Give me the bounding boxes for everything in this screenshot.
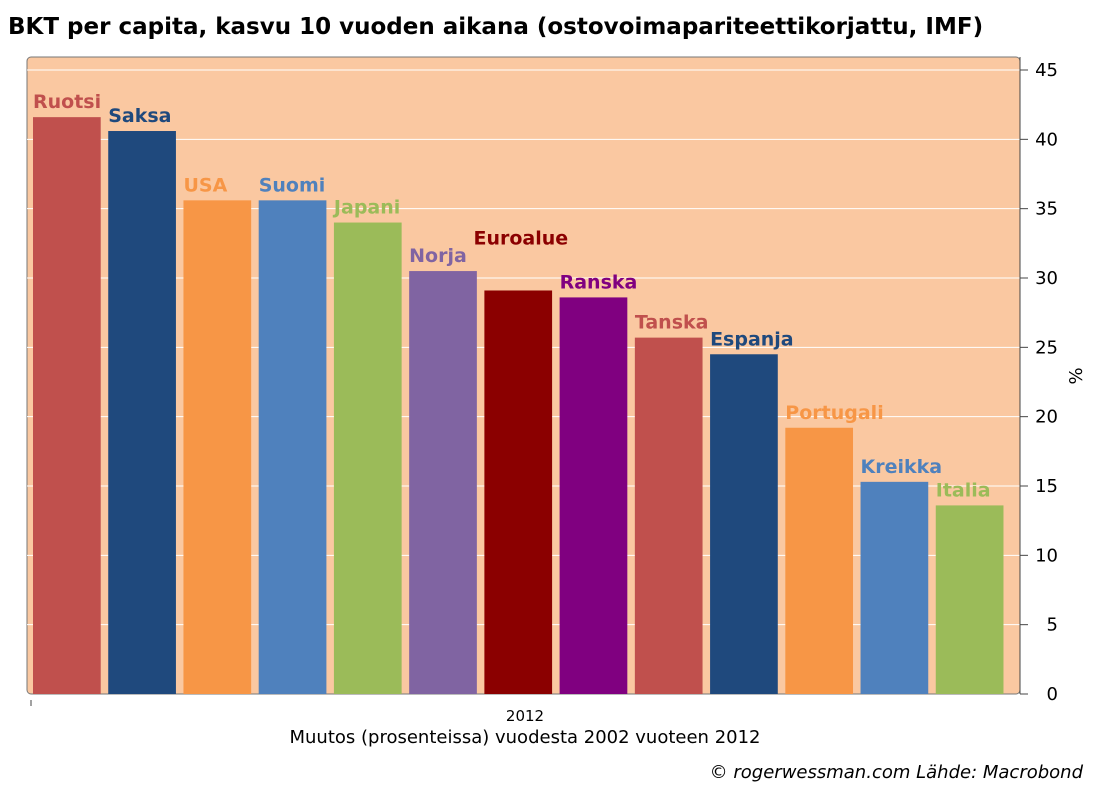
bar-label: Italia <box>936 479 991 501</box>
bar-label: Norja <box>409 245 467 267</box>
source-credit: © rogerwessman.com Lähde: Macrobond <box>709 762 1083 783</box>
x-axis-label: Muutos (prosenteissa) vuodesta 2002 vuot… <box>289 727 761 748</box>
bar-label: USA <box>183 174 227 196</box>
bar <box>484 290 553 694</box>
bar <box>710 354 778 694</box>
bar-label: Suomi <box>259 174 326 196</box>
y-tick-label: 5 <box>1047 615 1058 636</box>
y-tick-label: 0 <box>1047 684 1058 705</box>
y-tick-label: 30 <box>1035 268 1058 289</box>
y-tick-label: 45 <box>1035 60 1058 81</box>
bar <box>333 222 402 695</box>
bar-label: Tanska <box>635 312 709 334</box>
bar-label: Espanja <box>710 328 794 350</box>
y-tick-label: 35 <box>1035 199 1058 220</box>
bar-label: Ruotsi <box>33 91 101 113</box>
y-axis-label: % <box>1066 367 1087 384</box>
bar-label: Ranska <box>560 271 638 293</box>
y-tick-label: 15 <box>1035 476 1058 497</box>
bar <box>258 200 327 694</box>
bar <box>785 427 854 694</box>
bar-label: Euroalue <box>473 227 568 249</box>
bar-label: Kreikka <box>861 456 943 478</box>
bar-label: Japani <box>332 197 400 219</box>
bar <box>33 117 101 694</box>
bar <box>108 131 176 695</box>
bar <box>860 481 929 694</box>
x-tick-label: 2012 <box>505 707 545 725</box>
bar <box>183 200 252 694</box>
bar-label: Portugali <box>785 402 883 424</box>
y-tick-label: 20 <box>1035 407 1058 428</box>
bar <box>634 337 703 694</box>
bar <box>409 271 477 694</box>
chart-title: BKT per capita, kasvu 10 vuoden aikana (… <box>8 14 984 40</box>
bar-label: Saksa <box>108 105 171 127</box>
bar <box>935 505 1004 694</box>
y-tick-label: 40 <box>1035 129 1058 150</box>
bar <box>559 297 628 694</box>
y-tick-label: 25 <box>1035 337 1058 358</box>
y-tick-label: 10 <box>1035 545 1058 566</box>
